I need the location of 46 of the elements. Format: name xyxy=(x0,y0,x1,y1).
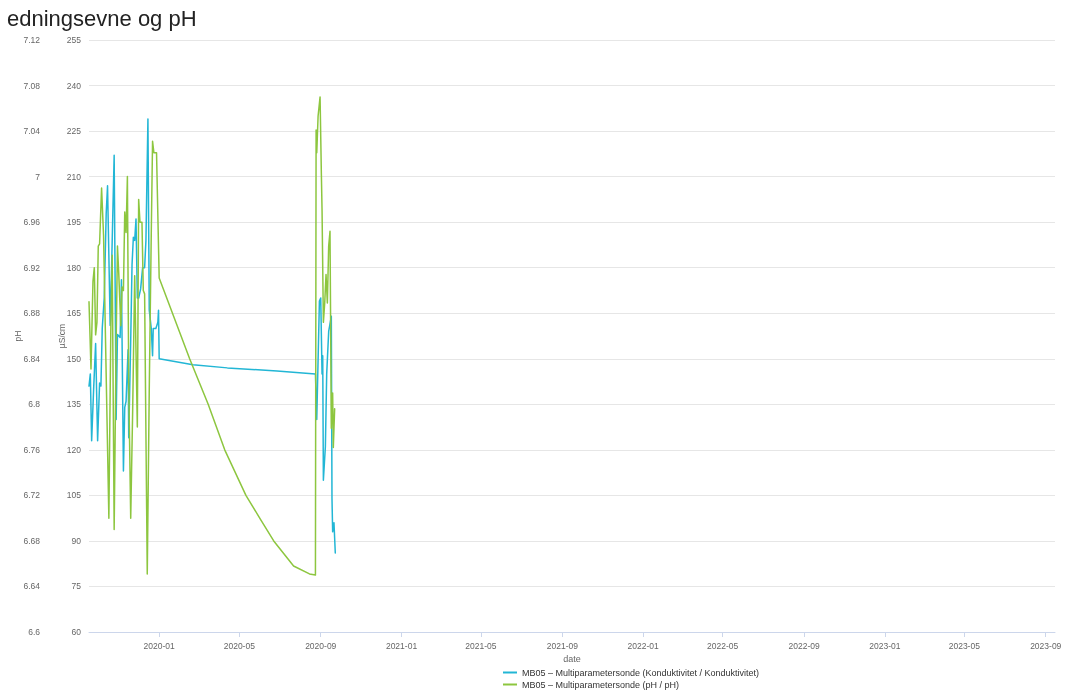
y2-tick-label: 6.84 xyxy=(23,353,41,364)
x-tick-label: 2021-09 xyxy=(546,640,579,651)
y2-tick-label: 7.08 xyxy=(23,80,41,91)
x-tick-label: 2020-05 xyxy=(223,640,256,651)
y2-tick-label: 6.72 xyxy=(23,490,41,501)
y2-tick-label: 6.76 xyxy=(23,444,41,455)
y2-tick-label: 6.96 xyxy=(23,217,41,228)
x-tick-label: 2022-05 xyxy=(707,640,739,651)
y2-tick-label: 6.92 xyxy=(23,262,41,273)
y-tick-label: 210 xyxy=(66,171,82,182)
x-tick-label: 2021-05 xyxy=(465,640,497,651)
y2-tick-label: 6.64 xyxy=(23,581,41,592)
x-tick-label: 2023-01 xyxy=(869,640,901,651)
y2-axis-title: pH xyxy=(12,330,23,342)
x-tick-label: 2022-09 xyxy=(788,640,820,651)
y-tick-label: 105 xyxy=(66,490,82,501)
y2-tick-label: 7.04 xyxy=(23,126,41,137)
y-axis-title: µS/cm xyxy=(56,323,67,349)
y-tick-label: 165 xyxy=(66,308,82,319)
y2-tick-label: 6.6 xyxy=(28,627,41,637)
y-tick-label: 180 xyxy=(66,262,82,273)
y2-tick-label: 7.12 xyxy=(23,35,41,45)
x-tick-label: 2021-01 xyxy=(385,640,418,651)
y2-tick-label: 6.68 xyxy=(23,535,41,546)
y-tick-label: 90 xyxy=(71,535,82,546)
y2-tick-label: 7 xyxy=(35,171,41,182)
y-tick-label: 120 xyxy=(66,444,82,455)
x-tick-label: 2020-09 xyxy=(305,640,337,651)
x-tick-label: 2023-05 xyxy=(948,640,981,651)
x-tick-label: 2020-01 xyxy=(143,640,176,651)
chart-title: edningsevne og pH xyxy=(7,5,197,31)
x-axis-title: date xyxy=(563,654,581,665)
legend-label: MB05 – Multiparametersonde (Konduktivitet / Konduktivitet) xyxy=(522,667,760,678)
y-tick-label: 135 xyxy=(66,399,82,410)
y-tick-label: 195 xyxy=(66,217,82,228)
y-tick-label: 150 xyxy=(66,353,82,364)
x-tick-label: 2022-01 xyxy=(627,640,660,651)
y-tick-label: 225 xyxy=(66,126,82,137)
y-tick-label: 240 xyxy=(66,80,82,91)
y-tick-label: 60 xyxy=(71,627,82,637)
y2-tick-label: 6.8 xyxy=(28,399,41,410)
y2-tick-label: 6.88 xyxy=(23,308,41,319)
y-tick-label: 255 xyxy=(66,35,82,45)
legend-label: MB05 – Multiparametersonde (pH / pH) xyxy=(522,679,680,690)
x-tick-label: 2023-09 xyxy=(1030,640,1062,651)
y-tick-label: 75 xyxy=(71,581,82,592)
